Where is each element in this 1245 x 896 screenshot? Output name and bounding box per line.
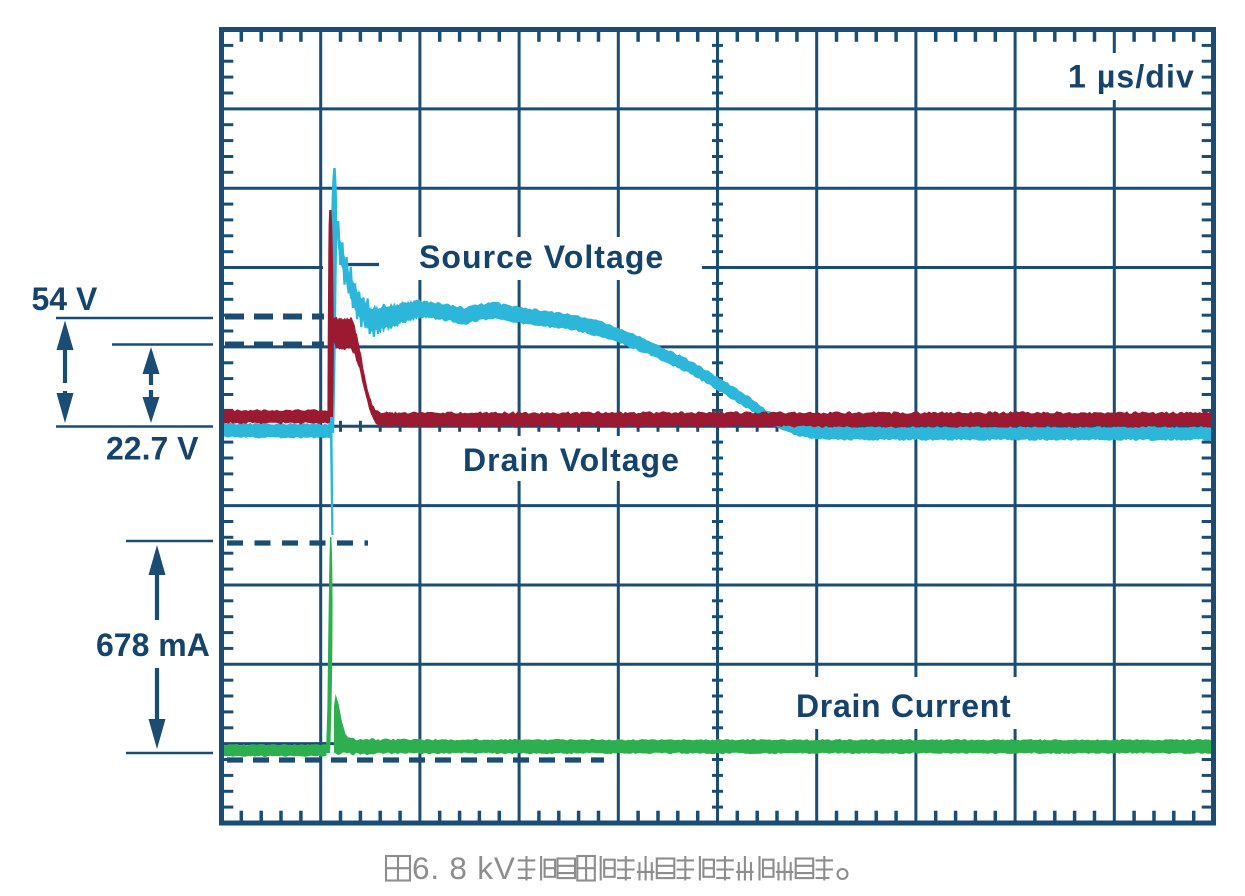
svg-text:6. 8 kV: 6. 8 kV xyxy=(412,850,516,886)
svg-text:Drain Voltage: Drain Voltage xyxy=(463,442,680,478)
svg-text:22.7 V: 22.7 V xyxy=(106,431,199,467)
svg-text:Source Voltage: Source Voltage xyxy=(419,239,664,275)
svg-text:1 µs/div: 1 µs/div xyxy=(1068,59,1195,95)
svg-text:678 mA: 678 mA xyxy=(96,627,210,663)
svg-text:54 V: 54 V xyxy=(32,281,98,317)
svg-text:Drain Current: Drain Current xyxy=(796,688,1011,724)
